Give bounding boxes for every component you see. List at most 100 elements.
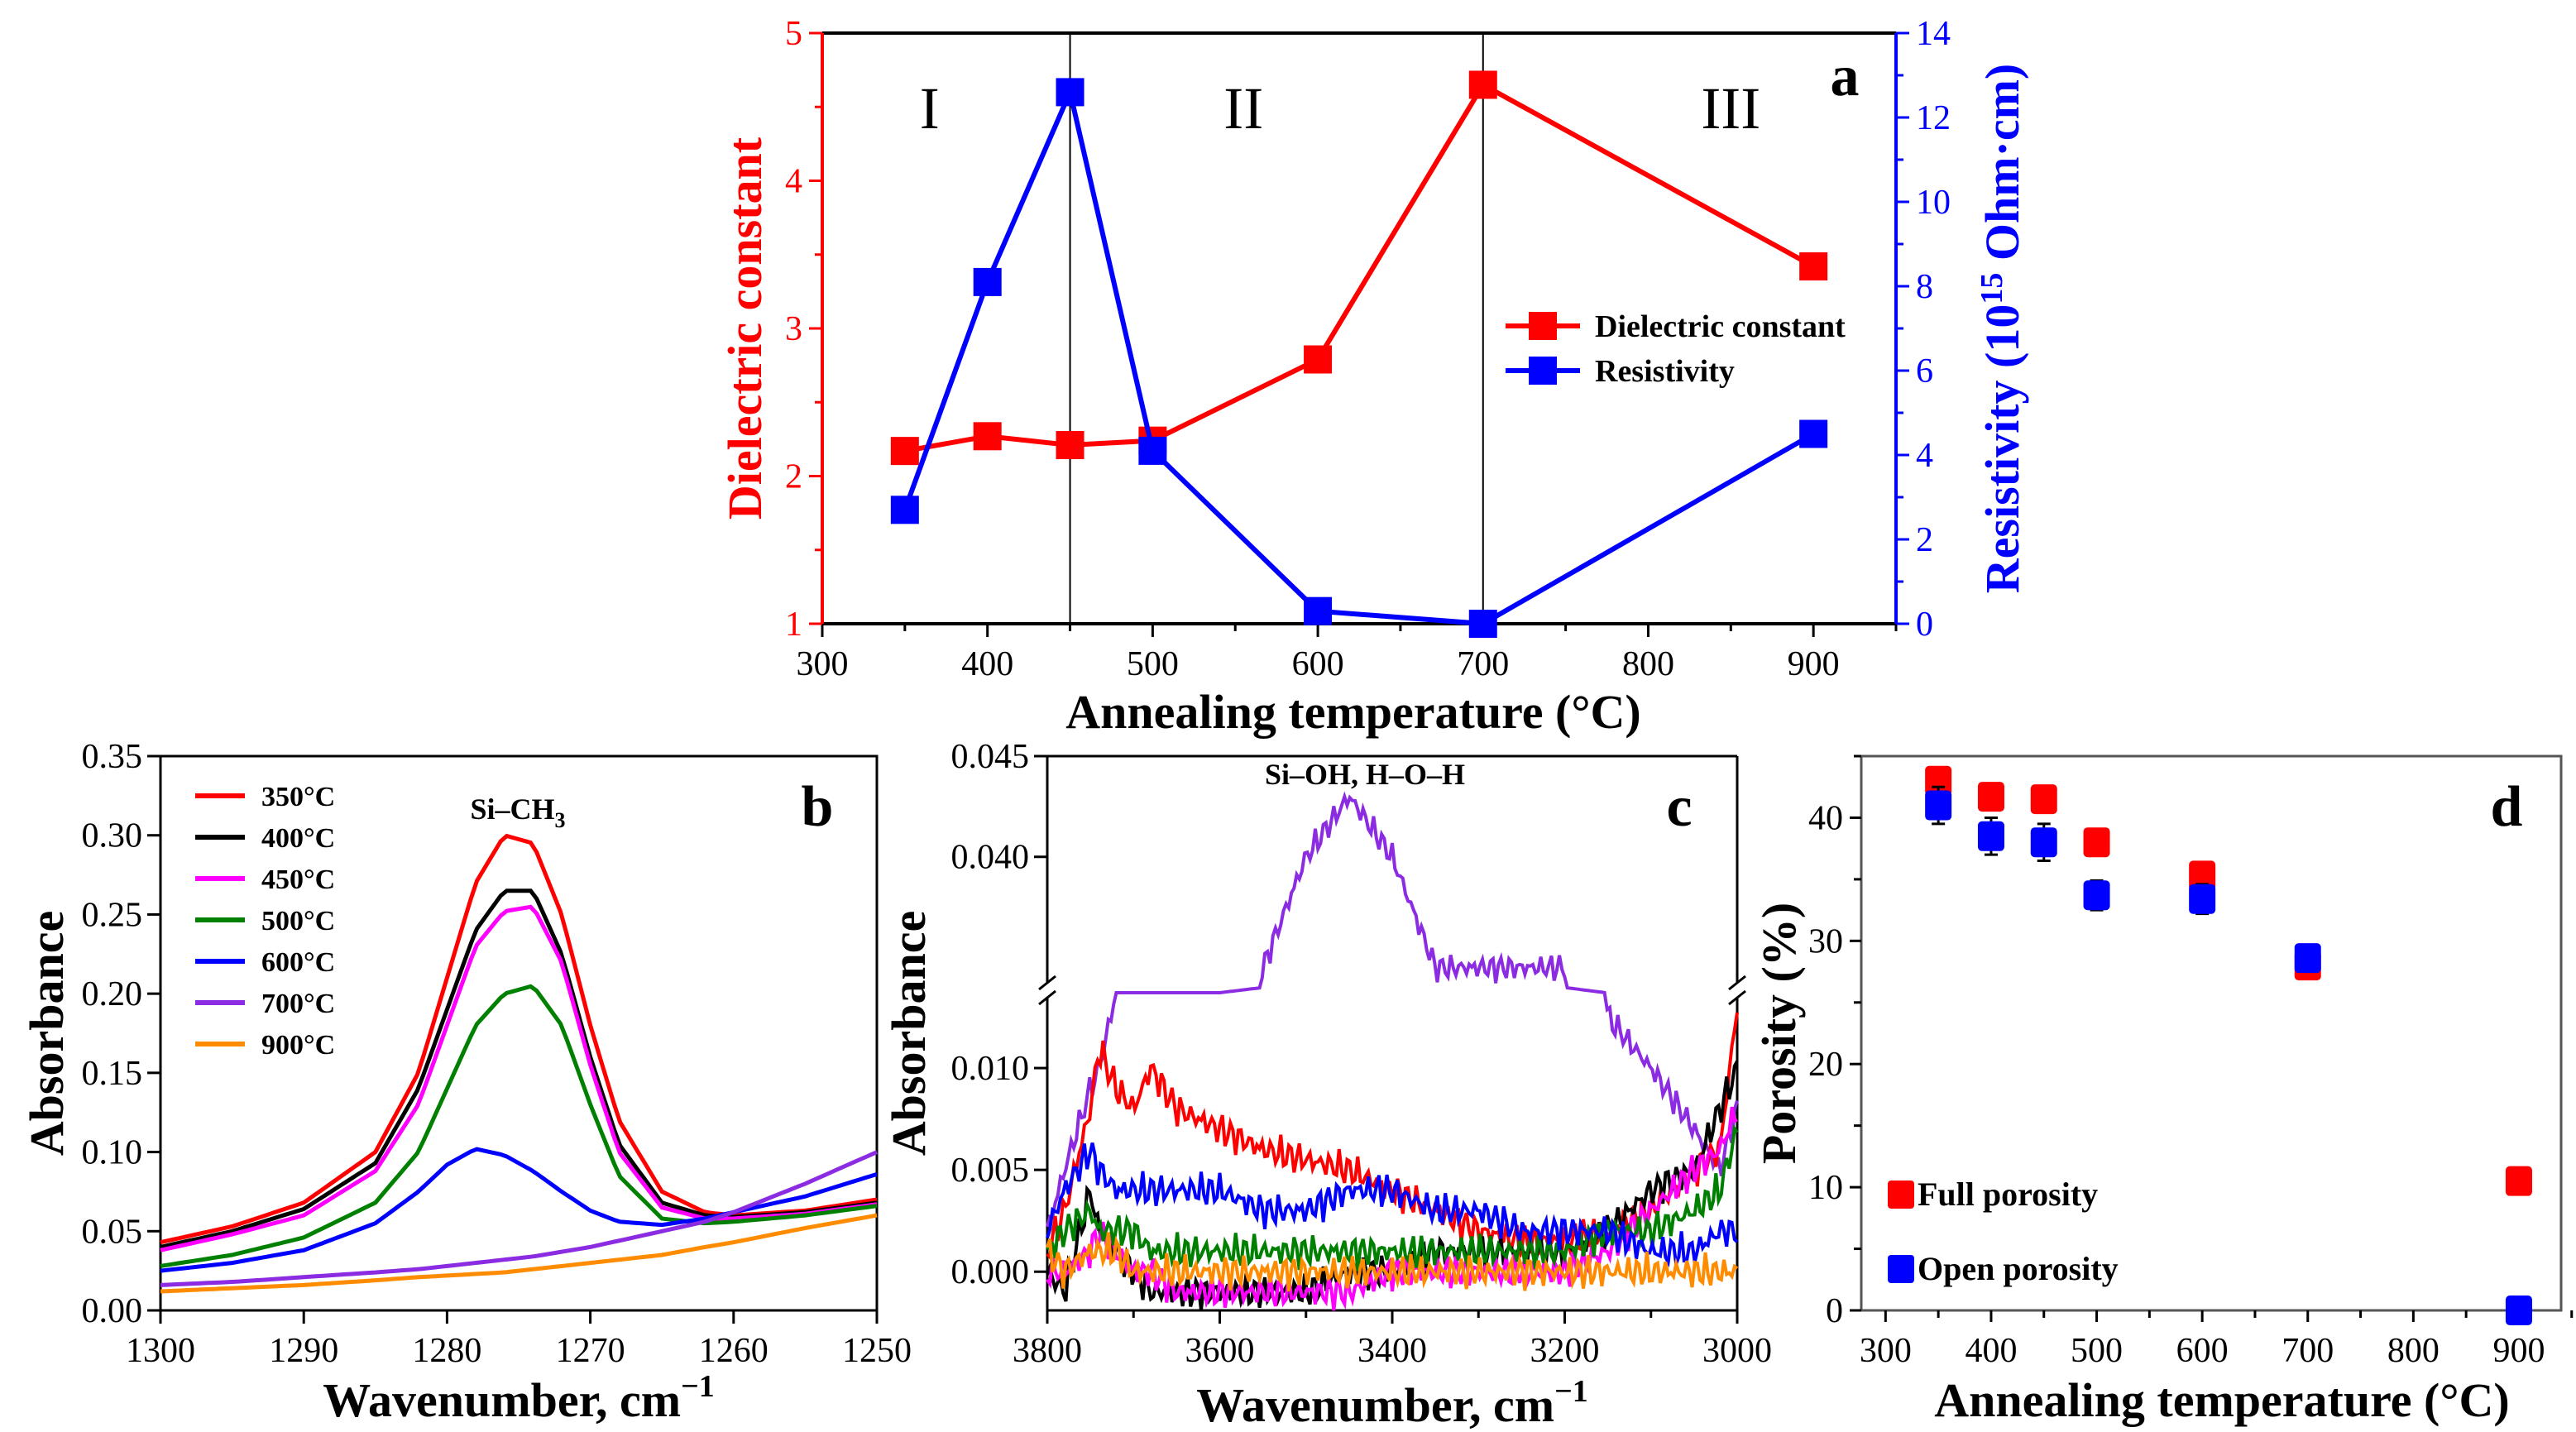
axis-break-mark <box>1038 975 1056 991</box>
y-tick-label: 4 <box>785 163 802 201</box>
x-tick-label: 1250 <box>842 1332 912 1370</box>
x-tick-label: 3600 <box>1185 1332 1255 1370</box>
data-point <box>1977 782 2004 812</box>
data-point <box>1799 252 1828 281</box>
y-tick-label: 0.30 <box>82 817 143 855</box>
y-tick-label: 3 <box>785 310 802 348</box>
x-tick-label: 600 <box>2176 1332 2229 1370</box>
label-sup: 15 <box>1975 273 2009 304</box>
axis-break-mark <box>1728 989 1746 1006</box>
legend-label: Full porosity <box>1918 1176 2098 1213</box>
series-line-6 <box>160 1213 878 1294</box>
legend-label: 700°C <box>261 989 335 1019</box>
series-line-4 <box>160 1147 878 1273</box>
y-axis-label: Absorbance <box>882 911 936 1156</box>
annotation: Si–CH3 <box>470 793 565 832</box>
y-right-tick-label: 0 <box>1916 606 1933 644</box>
y-axis-label: Porosity (%) <box>1752 903 1806 1164</box>
label-part: Resistivity (10 <box>1975 304 2029 594</box>
x-axis-label: Wavenumber, cm−1 <box>323 1369 715 1427</box>
y-tick-label: 0.25 <box>82 896 143 934</box>
data-point <box>1304 596 1333 625</box>
data-point <box>973 422 1002 451</box>
x-axis-label: Wavenumber, cm−1 <box>1196 1374 1588 1432</box>
y-right-tick-label: 2 <box>1916 521 1933 559</box>
data-point <box>1468 70 1497 99</box>
x-tick-label: 1260 <box>699 1332 768 1370</box>
data-point <box>973 267 1002 296</box>
x-axis-label: Annealing temperature (°C) <box>1934 1373 2509 1427</box>
x-tick-label: 900 <box>2492 1332 2545 1370</box>
y-tick-label: 0 <box>1826 1292 1843 1330</box>
data-point <box>1977 821 2004 851</box>
y-tick-label: 0.35 <box>82 738 143 776</box>
label-sup: −1 <box>1554 1374 1588 1409</box>
series-line-3 <box>160 984 878 1268</box>
region-label: III <box>1701 75 1760 141</box>
x-tick-label: 700 <box>1457 645 1509 683</box>
x-tick-label: 400 <box>961 645 1013 683</box>
x-tick-label: 1280 <box>412 1332 481 1370</box>
axis-break-mark <box>1728 975 1746 991</box>
legend-marker <box>1888 1181 1914 1209</box>
x-axis-label: Annealing temperature (°C) <box>1065 685 1640 739</box>
panel-label: d <box>2491 775 2523 839</box>
data-point <box>1138 436 1167 465</box>
x-tick-label: 3200 <box>1530 1332 1600 1370</box>
data-point <box>2505 1166 2532 1196</box>
legend-label: 900°C <box>261 1030 335 1061</box>
panel-label: a <box>1831 45 1860 108</box>
plot-frame <box>1860 754 2563 1312</box>
data-point <box>2030 827 2057 858</box>
legend-label: Resistivity <box>1595 354 1735 389</box>
axis-break-mark <box>1038 989 1056 1006</box>
y-tick-label: 2 <box>785 458 802 496</box>
annotation-text: Si–CH <box>470 793 554 826</box>
panel-label: b <box>802 775 834 839</box>
y-tick-label: 0.15 <box>82 1055 143 1093</box>
y-tick-label: 0.00 <box>82 1292 143 1330</box>
x-tick-label: 300 <box>1860 1332 1912 1370</box>
series-line-6 <box>1046 1232 1739 1292</box>
label-part: Wavenumber, cm <box>1196 1378 1554 1432</box>
series-line-5 <box>1046 1142 1739 1268</box>
data-point <box>2030 784 2057 815</box>
y-right-tick-label: 10 <box>1916 184 1951 222</box>
y-tick-label: 0.010 <box>951 1050 1030 1088</box>
y-tick-label: 0.10 <box>82 1134 143 1172</box>
y-tick-label: 30 <box>1808 922 1843 960</box>
y-tick-label: 0.20 <box>82 975 143 1013</box>
data-point <box>2083 827 2110 858</box>
y-tick-label: 0.040 <box>951 839 1030 877</box>
data-point <box>2083 880 2110 911</box>
series-line-0 <box>1046 791 1739 1228</box>
panel-d: 300 400 500 600 700 800 900 0 10 20 30 40 Full poros… <box>1752 754 2574 1427</box>
y-right-tick-label: 6 <box>1916 352 1933 390</box>
data-point <box>1304 345 1333 374</box>
legend-marker <box>1888 1255 1914 1283</box>
y-tick-label: 0.05 <box>82 1213 143 1251</box>
x-tick-label: 300 <box>797 645 849 683</box>
series-line-5 <box>160 1150 879 1287</box>
x-tick-label: 500 <box>2071 1332 2123 1370</box>
y-right-tick-label: 4 <box>1916 437 1933 475</box>
legend-marker <box>1529 357 1557 385</box>
data-point <box>1925 765 1952 796</box>
label-part: Ohm·cm) <box>1975 64 2029 273</box>
x-tick-label: 700 <box>2282 1332 2334 1370</box>
y-tick-label: 10 <box>1808 1169 1843 1207</box>
series-line-1 <box>160 888 878 1249</box>
panel-b: 1300 1290 1280 1270 1260 1250 0.00 0.05 0.10 0.15… <box>20 738 912 1427</box>
y-tick-label: 1 <box>785 606 802 644</box>
data-point <box>1468 610 1497 638</box>
y-tick-label: 20 <box>1808 1046 1843 1084</box>
y-axis-label: Dielectric constant <box>718 136 772 520</box>
x-tick-label: 3400 <box>1357 1332 1427 1370</box>
legend-label: 350°C <box>261 782 335 812</box>
y-axis-label: Absorbance <box>20 911 74 1156</box>
y-right-tick-label: 14 <box>1916 15 1951 53</box>
y-tick-label: 0.000 <box>951 1253 1030 1291</box>
data-point <box>1925 790 1952 821</box>
y-tick-label: 40 <box>1808 799 1843 837</box>
